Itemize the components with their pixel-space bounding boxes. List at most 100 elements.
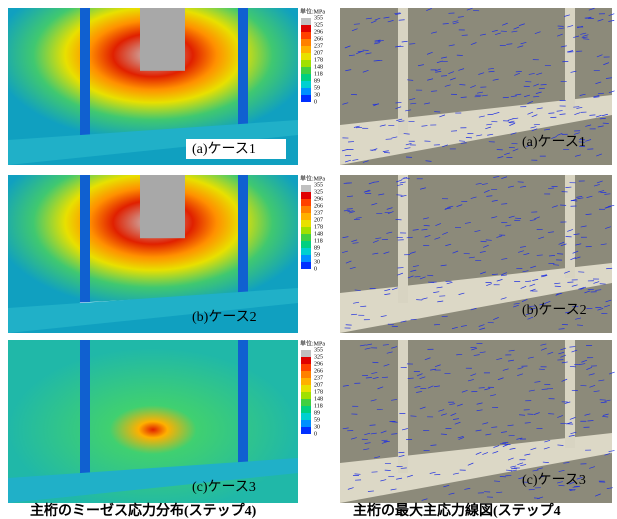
- colorbar-label: 178: [314, 389, 323, 395]
- figure-svg: 単位:MPa3553252962662372071781481188959300…: [0, 0, 617, 519]
- colorbar-band: [301, 371, 311, 378]
- stress-line: [396, 219, 402, 220]
- colorbar-band: [301, 25, 311, 32]
- colorbar-label: 30: [314, 424, 320, 430]
- colorbar-band: [301, 32, 311, 39]
- colorbar-band: [301, 385, 311, 392]
- colorbar-label: 237: [314, 210, 323, 216]
- colorbar-band: [301, 81, 311, 88]
- colorbar-label: 178: [314, 57, 323, 63]
- colorbar-band: [301, 262, 311, 269]
- colorbar-band: [301, 392, 311, 399]
- stiffener: [398, 8, 408, 135]
- colorbar-label: 355: [314, 15, 323, 21]
- colorbar-label: 266: [314, 368, 323, 374]
- stiffener: [238, 175, 248, 308]
- colorbar-label: 325: [314, 189, 323, 195]
- colorbar-label: 59: [314, 417, 320, 423]
- colorbar-label: 0: [314, 99, 317, 105]
- stiffener: [398, 340, 408, 473]
- colorbar-band: [301, 378, 311, 385]
- colorbar-band: [301, 420, 311, 427]
- colorbar-label: 59: [314, 85, 320, 91]
- colorbar-label: 296: [314, 361, 323, 367]
- colorbar-band: [301, 350, 311, 357]
- colorbar-label: 207: [314, 50, 323, 56]
- colorbar-band: [301, 357, 311, 364]
- colorbar-band: [301, 74, 311, 81]
- stress-line: [372, 362, 378, 363]
- stiffener: [565, 8, 575, 110]
- colorbar-band: [301, 46, 311, 53]
- web-plate: [140, 8, 185, 71]
- colorbar-label: 355: [314, 347, 323, 353]
- figure: 単位:MPa3553252962662372071781481188959300…: [0, 0, 617, 519]
- colorbar-label: 266: [314, 36, 323, 42]
- colorbar-label: 207: [314, 382, 323, 388]
- colorbar-label: 355: [314, 182, 323, 188]
- colorbar-unit: 単位:MPa: [300, 7, 325, 15]
- right-caption: (a)ケース1: [522, 134, 586, 150]
- colorbar-label: 148: [314, 231, 323, 237]
- left-caption: (c)ケース3: [192, 479, 256, 495]
- colorbar-band: [301, 192, 311, 199]
- colorbar-band: [301, 234, 311, 241]
- right-caption: (b)ケース2: [522, 302, 587, 318]
- colorbar-band: [301, 206, 311, 213]
- stiffener: [565, 340, 575, 448]
- colorbar-band: [301, 95, 311, 102]
- stiffener: [238, 340, 248, 478]
- colorbar-band: [301, 241, 311, 248]
- left-caption: (b)ケース2: [192, 309, 257, 325]
- left-caption: (a)ケース1: [192, 141, 256, 157]
- colorbar-band: [301, 88, 311, 95]
- stiffener: [80, 340, 90, 478]
- colorbar-band: [301, 227, 311, 234]
- colorbar-label: 59: [314, 252, 320, 258]
- colorbar-label: 148: [314, 64, 323, 70]
- colorbar-band: [301, 220, 311, 227]
- stiffener: [80, 175, 90, 308]
- colorbar-band: [301, 53, 311, 60]
- colorbar-unit: 単位:MPa: [300, 339, 325, 347]
- colorbar-label: 207: [314, 217, 323, 223]
- colorbar-label: 325: [314, 354, 323, 360]
- colorbar-band: [301, 427, 311, 434]
- stiffener: [80, 8, 90, 140]
- colorbar-band: [301, 364, 311, 371]
- colorbar-label: 118: [314, 71, 323, 77]
- colorbar-band: [301, 18, 311, 25]
- colorbar-label: 148: [314, 396, 323, 402]
- colorbar-band: [301, 67, 311, 74]
- stiffener: [398, 175, 408, 303]
- colorbar-band: [301, 199, 311, 206]
- colorbar-label: 266: [314, 203, 323, 209]
- colorbar-band: [301, 406, 311, 413]
- colorbar-label: 89: [314, 78, 320, 84]
- colorbar-label: 0: [314, 431, 317, 437]
- colorbar-band: [301, 255, 311, 262]
- web-plate: [140, 175, 185, 238]
- stiffener: [565, 175, 575, 278]
- colorbar-band: [301, 185, 311, 192]
- colorbar-label: 118: [314, 238, 323, 244]
- colorbar-label: 118: [314, 403, 323, 409]
- footer-left: 主桁のミーゼス応力分布(ステップ4): [30, 502, 257, 519]
- colorbar-label: 30: [314, 92, 320, 98]
- right-caption: (c)ケース3: [522, 472, 586, 488]
- colorbar-label: 30: [314, 259, 320, 265]
- colorbar-band: [301, 413, 311, 420]
- colorbar-label: 296: [314, 196, 323, 202]
- footer-right: 主桁の最大主応力線図(ステップ4: [353, 502, 561, 519]
- colorbar-unit: 単位:MPa: [300, 174, 325, 182]
- colorbar-band: [301, 248, 311, 255]
- colorbar-band: [301, 399, 311, 406]
- colorbar-label: 325: [314, 22, 323, 28]
- colorbar-band: [301, 39, 311, 46]
- colorbar-label: 237: [314, 375, 323, 381]
- colorbar-band: [301, 213, 311, 220]
- colorbar-label: 178: [314, 224, 323, 230]
- colorbar-band: [301, 60, 311, 67]
- colorbar-label: 296: [314, 29, 323, 35]
- stiffener: [238, 8, 248, 140]
